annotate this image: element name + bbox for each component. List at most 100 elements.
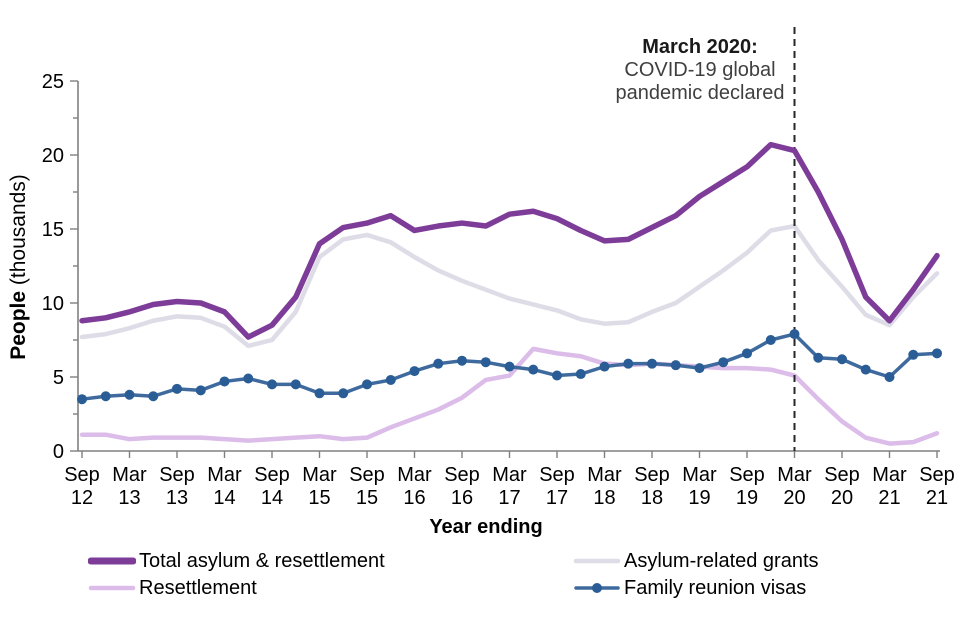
- x-tick-label-month: Sep: [729, 464, 765, 486]
- data-point-family-reunion-visas: [100, 391, 111, 402]
- x-tick-label-year: 13: [166, 487, 188, 509]
- data-point-family-reunion-visas: [314, 388, 325, 399]
- y-tick-label: 15: [42, 219, 64, 241]
- data-point-family-reunion-visas: [480, 357, 491, 368]
- x-tick-label-month: Mar: [872, 464, 907, 486]
- data-point-family-reunion-visas: [148, 391, 159, 402]
- x-tick-label-year: 13: [118, 487, 140, 509]
- x-tick-label-month: Sep: [254, 464, 290, 486]
- data-point-family-reunion-visas: [243, 373, 254, 384]
- data-point-family-reunion-visas: [457, 355, 467, 366]
- y-tick-label: 0: [53, 441, 64, 463]
- data-point-family-reunion-visas: [670, 360, 681, 371]
- x-tick-label-month: Mar: [397, 464, 432, 486]
- legend-swatch-dot: [592, 583, 602, 593]
- data-point-family-reunion-visas: [290, 379, 301, 390]
- x-tick-label-month: Mar: [112, 464, 147, 486]
- legend-swatch-asylum-related-grants: [573, 558, 621, 564]
- data-point-family-reunion-visas: [409, 366, 420, 377]
- x-tick-label-year: 15: [356, 487, 378, 509]
- data-point-family-reunion-visas: [77, 394, 87, 405]
- y-tick-label: 10: [42, 293, 64, 315]
- x-tick-label-year: 21: [878, 487, 900, 509]
- legend-item-asylum-related-grants: Asylum-related grants: [573, 549, 819, 573]
- x-tick-label-month: Mar: [682, 464, 717, 486]
- data-point-family-reunion-visas: [789, 329, 800, 340]
- series-line-asylum-related-grants: [79, 223, 940, 349]
- x-tick-label-year: 18: [593, 487, 615, 509]
- legend-label-total-asylum-resettlement: Total asylum & resettlement: [139, 549, 385, 572]
- x-tick-label-year: 19: [736, 487, 758, 509]
- data-point-family-reunion-visas: [647, 358, 657, 369]
- x-tick-label-month: Sep: [349, 464, 385, 486]
- legend-item-resettlement: Resettlement: [88, 576, 257, 600]
- data-point-family-reunion-visas: [552, 370, 562, 381]
- series-layer: [77, 27, 942, 451]
- x-tick-label-month: Sep: [159, 464, 195, 486]
- data-point-family-reunion-visas: [433, 358, 444, 369]
- data-point-family-reunion-visas: [718, 357, 729, 368]
- x-tick-label-year: 19: [688, 487, 710, 509]
- x-tick-label-month: Sep: [64, 464, 100, 486]
- data-point-family-reunion-visas: [623, 358, 634, 369]
- y-axis-title-bold: People: [7, 290, 30, 360]
- legend-swatch-total-asylum-resettlement: [88, 557, 136, 565]
- data-point-family-reunion-visas: [504, 361, 515, 372]
- x-tick-label-year: 16: [451, 487, 473, 509]
- x-tick-label-month: Mar: [207, 464, 242, 486]
- x-tick-label-year: 17: [498, 487, 520, 509]
- legend-label-resettlement: Resettlement: [139, 576, 257, 599]
- x-tick-label-month: Mar: [777, 464, 812, 486]
- x-tick-label-year: 14: [261, 487, 283, 509]
- y-axis-title-rest: (thousands): [7, 174, 30, 291]
- x-tick-label-year: 16: [403, 487, 425, 509]
- data-point-family-reunion-visas: [195, 385, 206, 396]
- x-tick-label-year: 14: [213, 487, 235, 509]
- x-tick-label-month: Sep: [919, 464, 955, 486]
- x-tick-label-year: 15: [308, 487, 330, 509]
- data-point-family-reunion-visas: [813, 352, 824, 363]
- data-point-family-reunion-visas: [219, 376, 230, 387]
- legend-label-asylum-related-grants: Asylum-related grants: [624, 549, 819, 572]
- data-point-family-reunion-visas: [742, 348, 752, 359]
- data-point-family-reunion-visas: [385, 374, 396, 385]
- data-point-family-reunion-visas: [765, 335, 776, 345]
- annotation-line-2: COVID-19 global: [624, 59, 776, 81]
- axes-layer: 0510152025Sep12Mar13Sep13Mar14Sep14Mar15…: [42, 71, 955, 509]
- data-point-family-reunion-visas: [860, 364, 871, 375]
- x-tick-label-month: Mar: [492, 464, 527, 486]
- annotation-line-3: pandemic declared: [615, 82, 785, 104]
- x-tick-label-month: Sep: [539, 464, 575, 486]
- data-point-family-reunion-visas: [575, 369, 586, 380]
- legend-item-family-reunion-visas: Family reunion visas: [573, 576, 806, 600]
- data-point-family-reunion-visas: [694, 363, 705, 374]
- annotation-march-2020: March 2020: COVID-19 global pandemic dec…: [540, 36, 860, 105]
- data-point-family-reunion-visas: [884, 372, 895, 382]
- y-tick-label: 20: [42, 145, 64, 167]
- x-axis-title: Year ending: [429, 516, 543, 538]
- data-point-family-reunion-visas: [908, 349, 919, 360]
- x-tick-label-month: Mar: [587, 464, 622, 486]
- x-tick-label-year: 21: [926, 487, 948, 509]
- x-tick-label-year: 20: [783, 487, 805, 509]
- data-point-family-reunion-visas: [932, 348, 942, 359]
- data-point-family-reunion-visas: [599, 361, 610, 372]
- data-point-family-reunion-visas: [267, 379, 277, 390]
- annotation-line-1: March 2020:: [642, 36, 758, 58]
- x-tick-label-month: Sep: [824, 464, 860, 486]
- y-tick-label: 25: [42, 71, 64, 93]
- data-point-family-reunion-visas: [338, 388, 349, 399]
- data-point-family-reunion-visas: [172, 383, 182, 394]
- legend-swatch-resettlement: [88, 585, 136, 591]
- data-point-family-reunion-visas: [528, 364, 539, 375]
- data-point-family-reunion-visas: [837, 354, 847, 365]
- x-tick-label-month: Mar: [302, 464, 337, 486]
- series-line-total-asylum-resettlement: [79, 141, 940, 340]
- data-point-family-reunion-visas: [362, 379, 372, 390]
- x-tick-label-year: 17: [546, 487, 568, 509]
- x-tick-label-month: Sep: [634, 464, 670, 486]
- y-tick-label: 5: [53, 367, 64, 389]
- legend-label-family-reunion-visas: Family reunion visas: [624, 576, 807, 599]
